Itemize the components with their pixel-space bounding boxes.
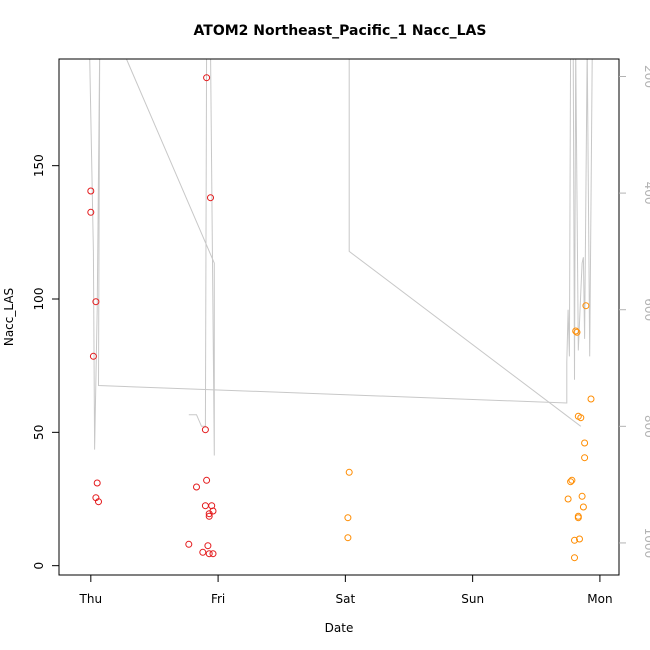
x-tick-label-3: Sat xyxy=(336,592,356,606)
y-axis-label: Nacc_LAS xyxy=(2,288,16,346)
right-tick-label-3: 600 xyxy=(642,298,650,321)
y-tick-label-1: 0 xyxy=(32,562,46,570)
data-point-s2-8 xyxy=(571,536,578,544)
y-tick-label-3: 100 xyxy=(32,288,46,311)
data-point-s2-20 xyxy=(582,302,590,310)
x-axis-label: Date xyxy=(325,621,354,635)
data-point-s1-4 xyxy=(92,298,100,306)
chart-title: ATOM2 Northeast_Pacific_1 Nacc_LAS xyxy=(194,23,487,39)
data-point-s1-19 xyxy=(205,512,213,520)
data-point-s2-1 xyxy=(344,534,352,542)
data-point-s2-4 xyxy=(564,495,572,503)
data-point-s1-3 xyxy=(89,352,97,360)
x-tick-label-2: Fri xyxy=(211,592,225,606)
data-point-s1-2 xyxy=(87,208,95,216)
data-point-s2-15 xyxy=(577,414,585,422)
data-point-s2-9 xyxy=(572,327,580,335)
data-point-s1-1 xyxy=(87,187,95,195)
data-point-s2-21 xyxy=(587,395,595,403)
data-point-s1-13 xyxy=(203,74,211,82)
right-tick-label-5: 1000 xyxy=(642,528,650,559)
data-point-s1-7 xyxy=(95,498,102,506)
data-point-s2-6 xyxy=(568,476,576,484)
y-tick-label-2: 50 xyxy=(32,425,46,440)
data-point-s2-18 xyxy=(581,454,589,462)
data-point-s2-14 xyxy=(576,535,583,543)
data-point-s2-17 xyxy=(579,503,587,511)
data-point-s1-5 xyxy=(93,479,101,487)
data-point-s1-9 xyxy=(193,483,200,491)
data-point-s2-12 xyxy=(574,512,582,520)
data-point-s1-12 xyxy=(201,426,209,434)
data-point-s2-3 xyxy=(345,468,353,476)
data-point-s1-21 xyxy=(209,507,217,515)
right-axis-trace-2 xyxy=(125,59,215,456)
x-tick-label-5: Mon xyxy=(587,592,612,606)
data-point-s2-16 xyxy=(578,492,586,500)
right-tick-label-1: 200 xyxy=(642,65,650,88)
right-axis-trace-3 xyxy=(348,59,582,427)
right-tick-label-4: 800 xyxy=(642,415,650,438)
data-point-s1-18 xyxy=(207,194,214,202)
data-point-s1-10 xyxy=(199,548,207,556)
right-axis-trace-1 xyxy=(89,59,593,450)
data-point-s2-19 xyxy=(581,439,589,447)
data-point-s1-16 xyxy=(205,550,213,558)
data-point-s1-15 xyxy=(204,542,212,550)
plot-layer: Thu Fri Sat Sun Mon 0 50 100 150 200 400 600 800 1000 xyxy=(32,58,650,606)
data-point-s2-2 xyxy=(344,514,352,522)
x-tick-label-1: Thu xyxy=(79,592,103,606)
data-point-s1-8 xyxy=(185,540,193,548)
data-point-s1-14 xyxy=(203,476,211,484)
data-point-s2-5 xyxy=(567,478,575,486)
right-tick-label-2: 400 xyxy=(642,182,650,205)
x-tick-label-4: Sun xyxy=(461,592,484,606)
data-point-s2-10 xyxy=(573,328,581,336)
data-point-s1-22 xyxy=(209,550,217,558)
y-tick-label-4: 150 xyxy=(32,154,46,177)
data-point-s2-7 xyxy=(571,554,578,562)
